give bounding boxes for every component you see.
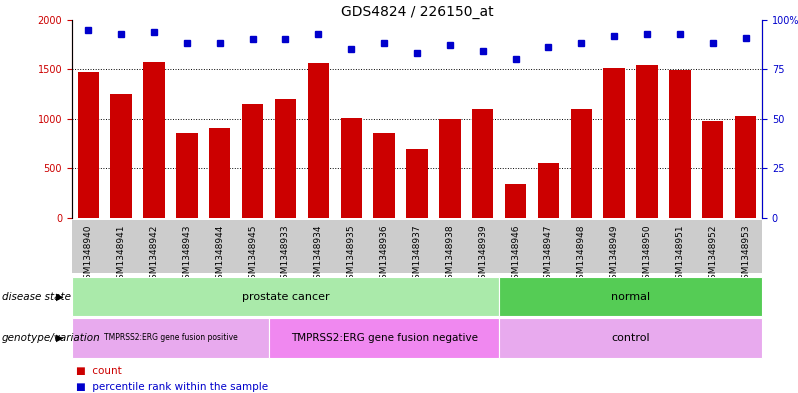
Text: ▶: ▶ xyxy=(56,333,63,343)
Text: GSM1348952: GSM1348952 xyxy=(709,224,717,285)
Bar xyxy=(505,184,526,218)
Bar xyxy=(77,72,99,218)
Bar xyxy=(72,318,269,358)
Text: disease state: disease state xyxy=(2,292,70,302)
Bar xyxy=(735,116,757,218)
Bar xyxy=(341,118,362,218)
Bar xyxy=(373,133,395,218)
Text: GSM1348940: GSM1348940 xyxy=(84,224,93,285)
Text: genotype/variation: genotype/variation xyxy=(2,333,101,343)
Bar xyxy=(72,277,499,316)
Bar xyxy=(670,70,690,218)
Bar xyxy=(242,104,263,218)
Text: ■  percentile rank within the sample: ■ percentile rank within the sample xyxy=(76,382,268,392)
Bar xyxy=(702,121,724,218)
Bar xyxy=(439,119,460,218)
Text: GSM1348935: GSM1348935 xyxy=(346,224,356,285)
Bar xyxy=(406,149,428,218)
Text: normal: normal xyxy=(611,292,650,302)
Text: GSM1348946: GSM1348946 xyxy=(511,224,520,285)
Bar xyxy=(110,94,132,218)
Bar xyxy=(636,65,658,218)
Bar xyxy=(603,68,625,218)
Bar xyxy=(499,318,762,358)
Text: GSM1348944: GSM1348944 xyxy=(215,224,224,285)
Text: control: control xyxy=(611,333,650,343)
Text: TMPRSS2:ERG gene fusion positive: TMPRSS2:ERG gene fusion positive xyxy=(104,334,237,342)
Bar xyxy=(538,163,559,218)
Text: GSM1348948: GSM1348948 xyxy=(577,224,586,285)
Bar xyxy=(308,63,329,218)
Text: GSM1348936: GSM1348936 xyxy=(380,224,389,285)
Bar xyxy=(269,318,499,358)
Bar xyxy=(499,277,762,316)
Text: TMPRSS2:ERG gene fusion negative: TMPRSS2:ERG gene fusion negative xyxy=(290,333,477,343)
Bar xyxy=(571,109,592,218)
Text: GSM1348933: GSM1348933 xyxy=(281,224,290,285)
Bar xyxy=(209,128,231,218)
Text: GSM1348934: GSM1348934 xyxy=(314,224,323,285)
Text: GSM1348949: GSM1348949 xyxy=(610,224,618,285)
Text: GSM1348938: GSM1348938 xyxy=(445,224,454,285)
Text: GSM1348943: GSM1348943 xyxy=(183,224,192,285)
Text: GSM1348953: GSM1348953 xyxy=(741,224,750,285)
Text: GSM1348945: GSM1348945 xyxy=(248,224,257,285)
Bar xyxy=(176,133,198,218)
Text: ▶: ▶ xyxy=(56,292,63,302)
Bar xyxy=(144,62,164,218)
Text: GSM1348951: GSM1348951 xyxy=(675,224,685,285)
Bar xyxy=(472,109,493,218)
Text: GSM1348937: GSM1348937 xyxy=(413,224,421,285)
Text: GSM1348939: GSM1348939 xyxy=(478,224,488,285)
Text: prostate cancer: prostate cancer xyxy=(242,292,330,302)
Text: GSM1348950: GSM1348950 xyxy=(642,224,651,285)
Text: GSM1348942: GSM1348942 xyxy=(149,224,159,285)
Text: GSM1348947: GSM1348947 xyxy=(544,224,553,285)
Bar xyxy=(275,99,296,218)
Text: ■  count: ■ count xyxy=(76,366,121,376)
Title: GDS4824 / 226150_at: GDS4824 / 226150_at xyxy=(341,5,493,18)
Text: GSM1348941: GSM1348941 xyxy=(117,224,125,285)
